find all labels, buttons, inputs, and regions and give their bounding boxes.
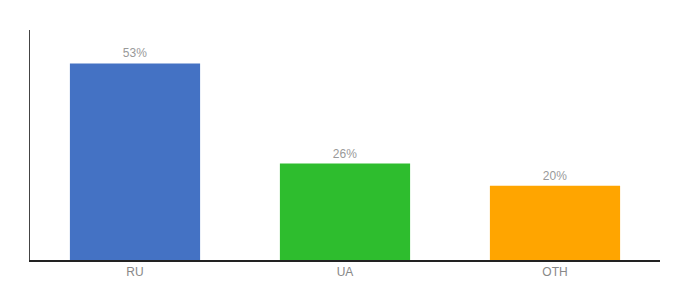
- svg-text:RU: RU: [126, 265, 143, 279]
- svg-text:53%: 53%: [123, 46, 147, 60]
- svg-text:26%: 26%: [333, 147, 357, 161]
- svg-text:OTH: OTH: [542, 265, 567, 279]
- svg-text:UA: UA: [337, 265, 354, 279]
- svg-text:20%: 20%: [543, 169, 567, 183]
